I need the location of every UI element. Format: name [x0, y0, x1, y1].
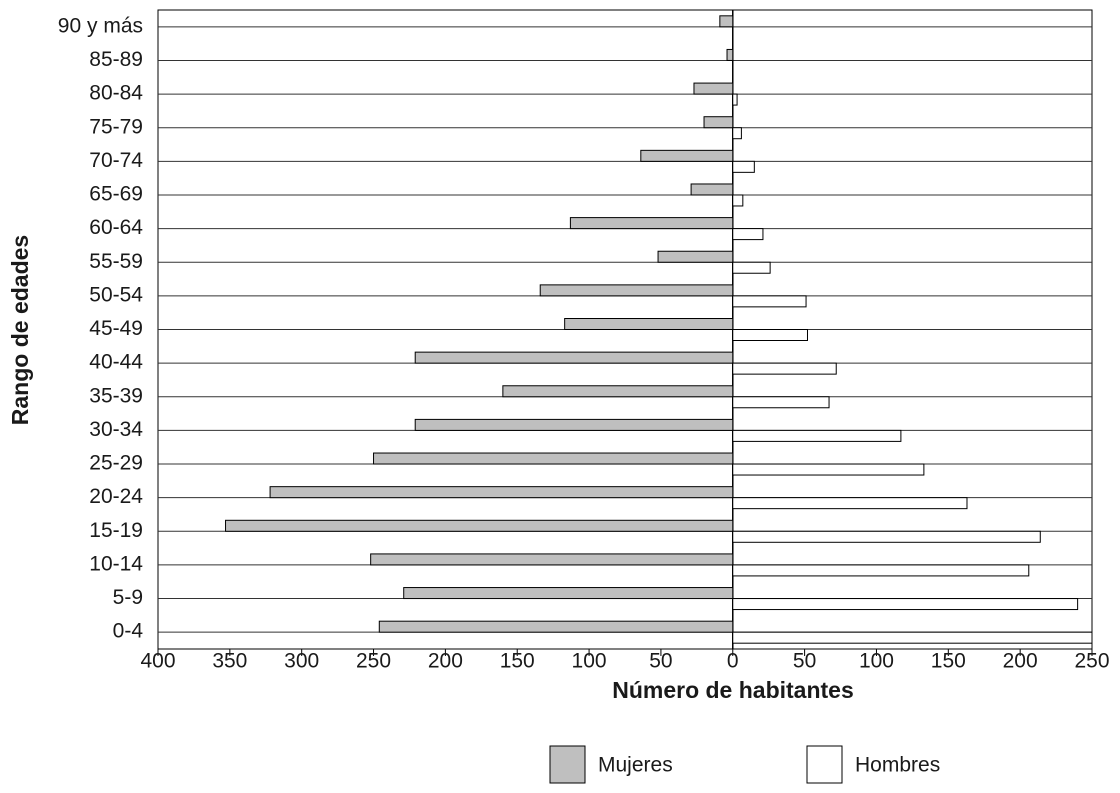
bar	[732, 160, 755, 173]
x-tick-label: 150	[931, 650, 966, 673]
bar	[719, 15, 734, 28]
bar	[225, 519, 734, 532]
bar	[726, 48, 734, 61]
bar	[732, 362, 837, 375]
legend-label: Mujeres	[598, 754, 673, 777]
y-tick-label: 20-24	[89, 485, 143, 508]
x-tick-label: 250	[356, 650, 391, 673]
bar	[732, 497, 968, 510]
bar	[703, 116, 734, 129]
x-tick-label: 200	[1003, 650, 1038, 673]
x-axis-label: Número de habitantes	[612, 677, 854, 703]
legend-swatch	[549, 745, 586, 784]
y-tick-label: 90 y más	[58, 14, 143, 37]
x-tick-label: 400	[140, 650, 175, 673]
bar	[403, 587, 734, 600]
bar	[732, 93, 738, 106]
bar	[732, 295, 807, 308]
x-tick-label: 100	[859, 650, 894, 673]
y-tick-label: 15-19	[89, 519, 143, 542]
y-tick-label: 40-44	[89, 351, 143, 374]
bar	[693, 82, 734, 95]
bar	[564, 318, 734, 330]
y-tick-label: 10-14	[89, 552, 143, 575]
x-tick-label: 50	[793, 650, 816, 673]
bar	[732, 228, 764, 241]
bar	[732, 194, 744, 207]
x-tick-label: 100	[572, 650, 607, 673]
y-tick-label: 75-79	[89, 115, 143, 138]
y-tick-label: 0-4	[113, 620, 144, 643]
x-tick-label: 350	[212, 650, 247, 673]
bar	[732, 261, 771, 274]
y-tick-label: 85-89	[89, 48, 143, 71]
bar	[732, 396, 830, 409]
x-tick-label: 250	[1074, 650, 1109, 673]
bar	[539, 284, 734, 297]
bar	[414, 351, 734, 364]
bar	[640, 149, 734, 162]
legend-label: Hombres	[855, 754, 940, 777]
bar	[732, 127, 742, 140]
bar	[569, 217, 734, 230]
y-tick-label: 35-39	[89, 384, 143, 407]
bar	[370, 553, 734, 566]
bar	[732, 530, 1041, 543]
bar	[732, 598, 1079, 611]
x-tick-label: 50	[649, 650, 672, 673]
bar	[502, 385, 734, 398]
y-tick-label: 55-59	[89, 250, 143, 273]
legend-swatch	[806, 745, 843, 784]
y-tick-label: 80-84	[89, 82, 143, 105]
x-tick-label: 200	[428, 650, 463, 673]
y-axis-label: Rango de edades	[7, 235, 33, 425]
y-tick-label: 25-29	[89, 452, 143, 475]
bar	[732, 564, 1030, 577]
x-tick-label: 0	[727, 650, 739, 673]
bar	[690, 183, 734, 196]
bar	[732, 329, 808, 341]
bar	[378, 620, 734, 633]
y-tick-label: 50-54	[89, 283, 143, 306]
y-tick-label: 60-64	[89, 216, 143, 239]
bar	[732, 463, 925, 476]
x-tick-label: 300	[284, 650, 319, 673]
x-tick-label: 150	[500, 650, 535, 673]
y-tick-label: 70-74	[89, 149, 143, 172]
bar	[373, 452, 734, 465]
y-tick-label: 5-9	[113, 586, 143, 609]
bar	[657, 250, 734, 263]
bar	[414, 418, 734, 431]
bar	[732, 631, 1093, 644]
y-tick-label: 30-34	[89, 418, 143, 441]
y-tick-label: 45-49	[89, 317, 143, 340]
bar	[269, 486, 734, 499]
bar	[732, 429, 902, 442]
y-tick-label: 65-69	[89, 183, 143, 206]
